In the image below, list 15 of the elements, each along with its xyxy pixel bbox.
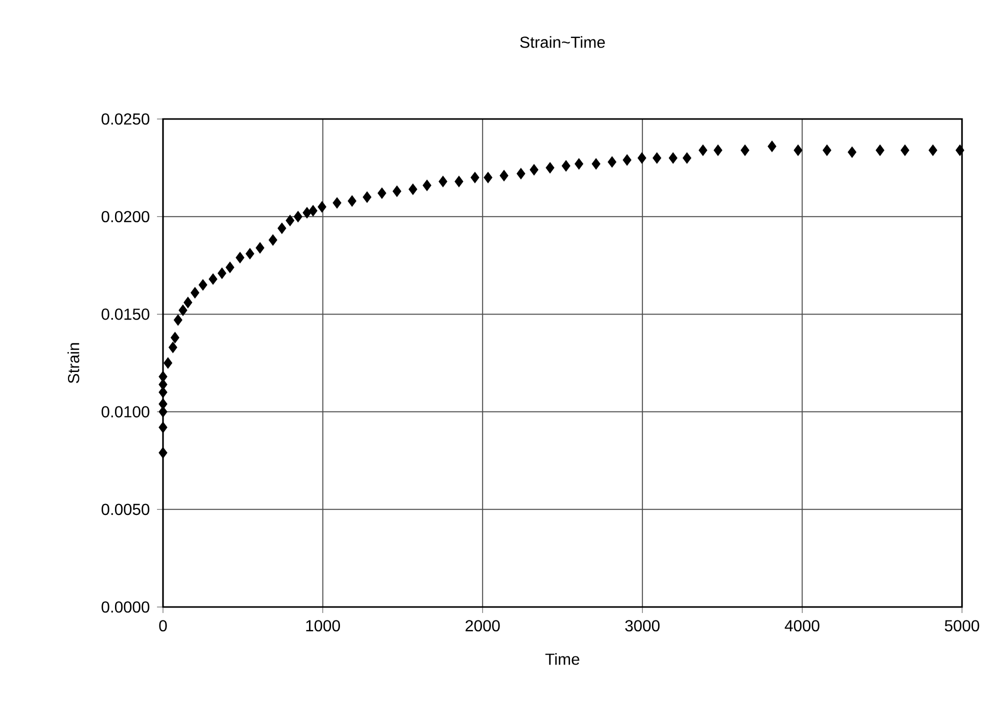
y-tick-label: 0.0200 — [102, 210, 150, 222]
y-tick-label: 0.0150 — [102, 308, 150, 320]
x-tick-label: 3000 — [625, 620, 660, 632]
x-tick-label: 4000 — [784, 620, 820, 632]
y-tick-label: 0.0250 — [102, 113, 150, 125]
y-axis-title: Strain — [68, 343, 80, 384]
y-tick-label: 0.0100 — [102, 406, 150, 418]
y-tick-label: 0.0000 — [102, 601, 150, 613]
x-tick-label: 2000 — [466, 620, 500, 632]
x-tick-label: 5000 — [944, 620, 980, 632]
y-tick-label: 0.0050 — [102, 504, 150, 516]
chart-title: Strain~Time — [520, 36, 605, 48]
x-tick-label: 1000 — [306, 620, 340, 632]
x-axis-title: Time — [545, 653, 580, 665]
x-tick-label: 0 — [159, 620, 167, 632]
